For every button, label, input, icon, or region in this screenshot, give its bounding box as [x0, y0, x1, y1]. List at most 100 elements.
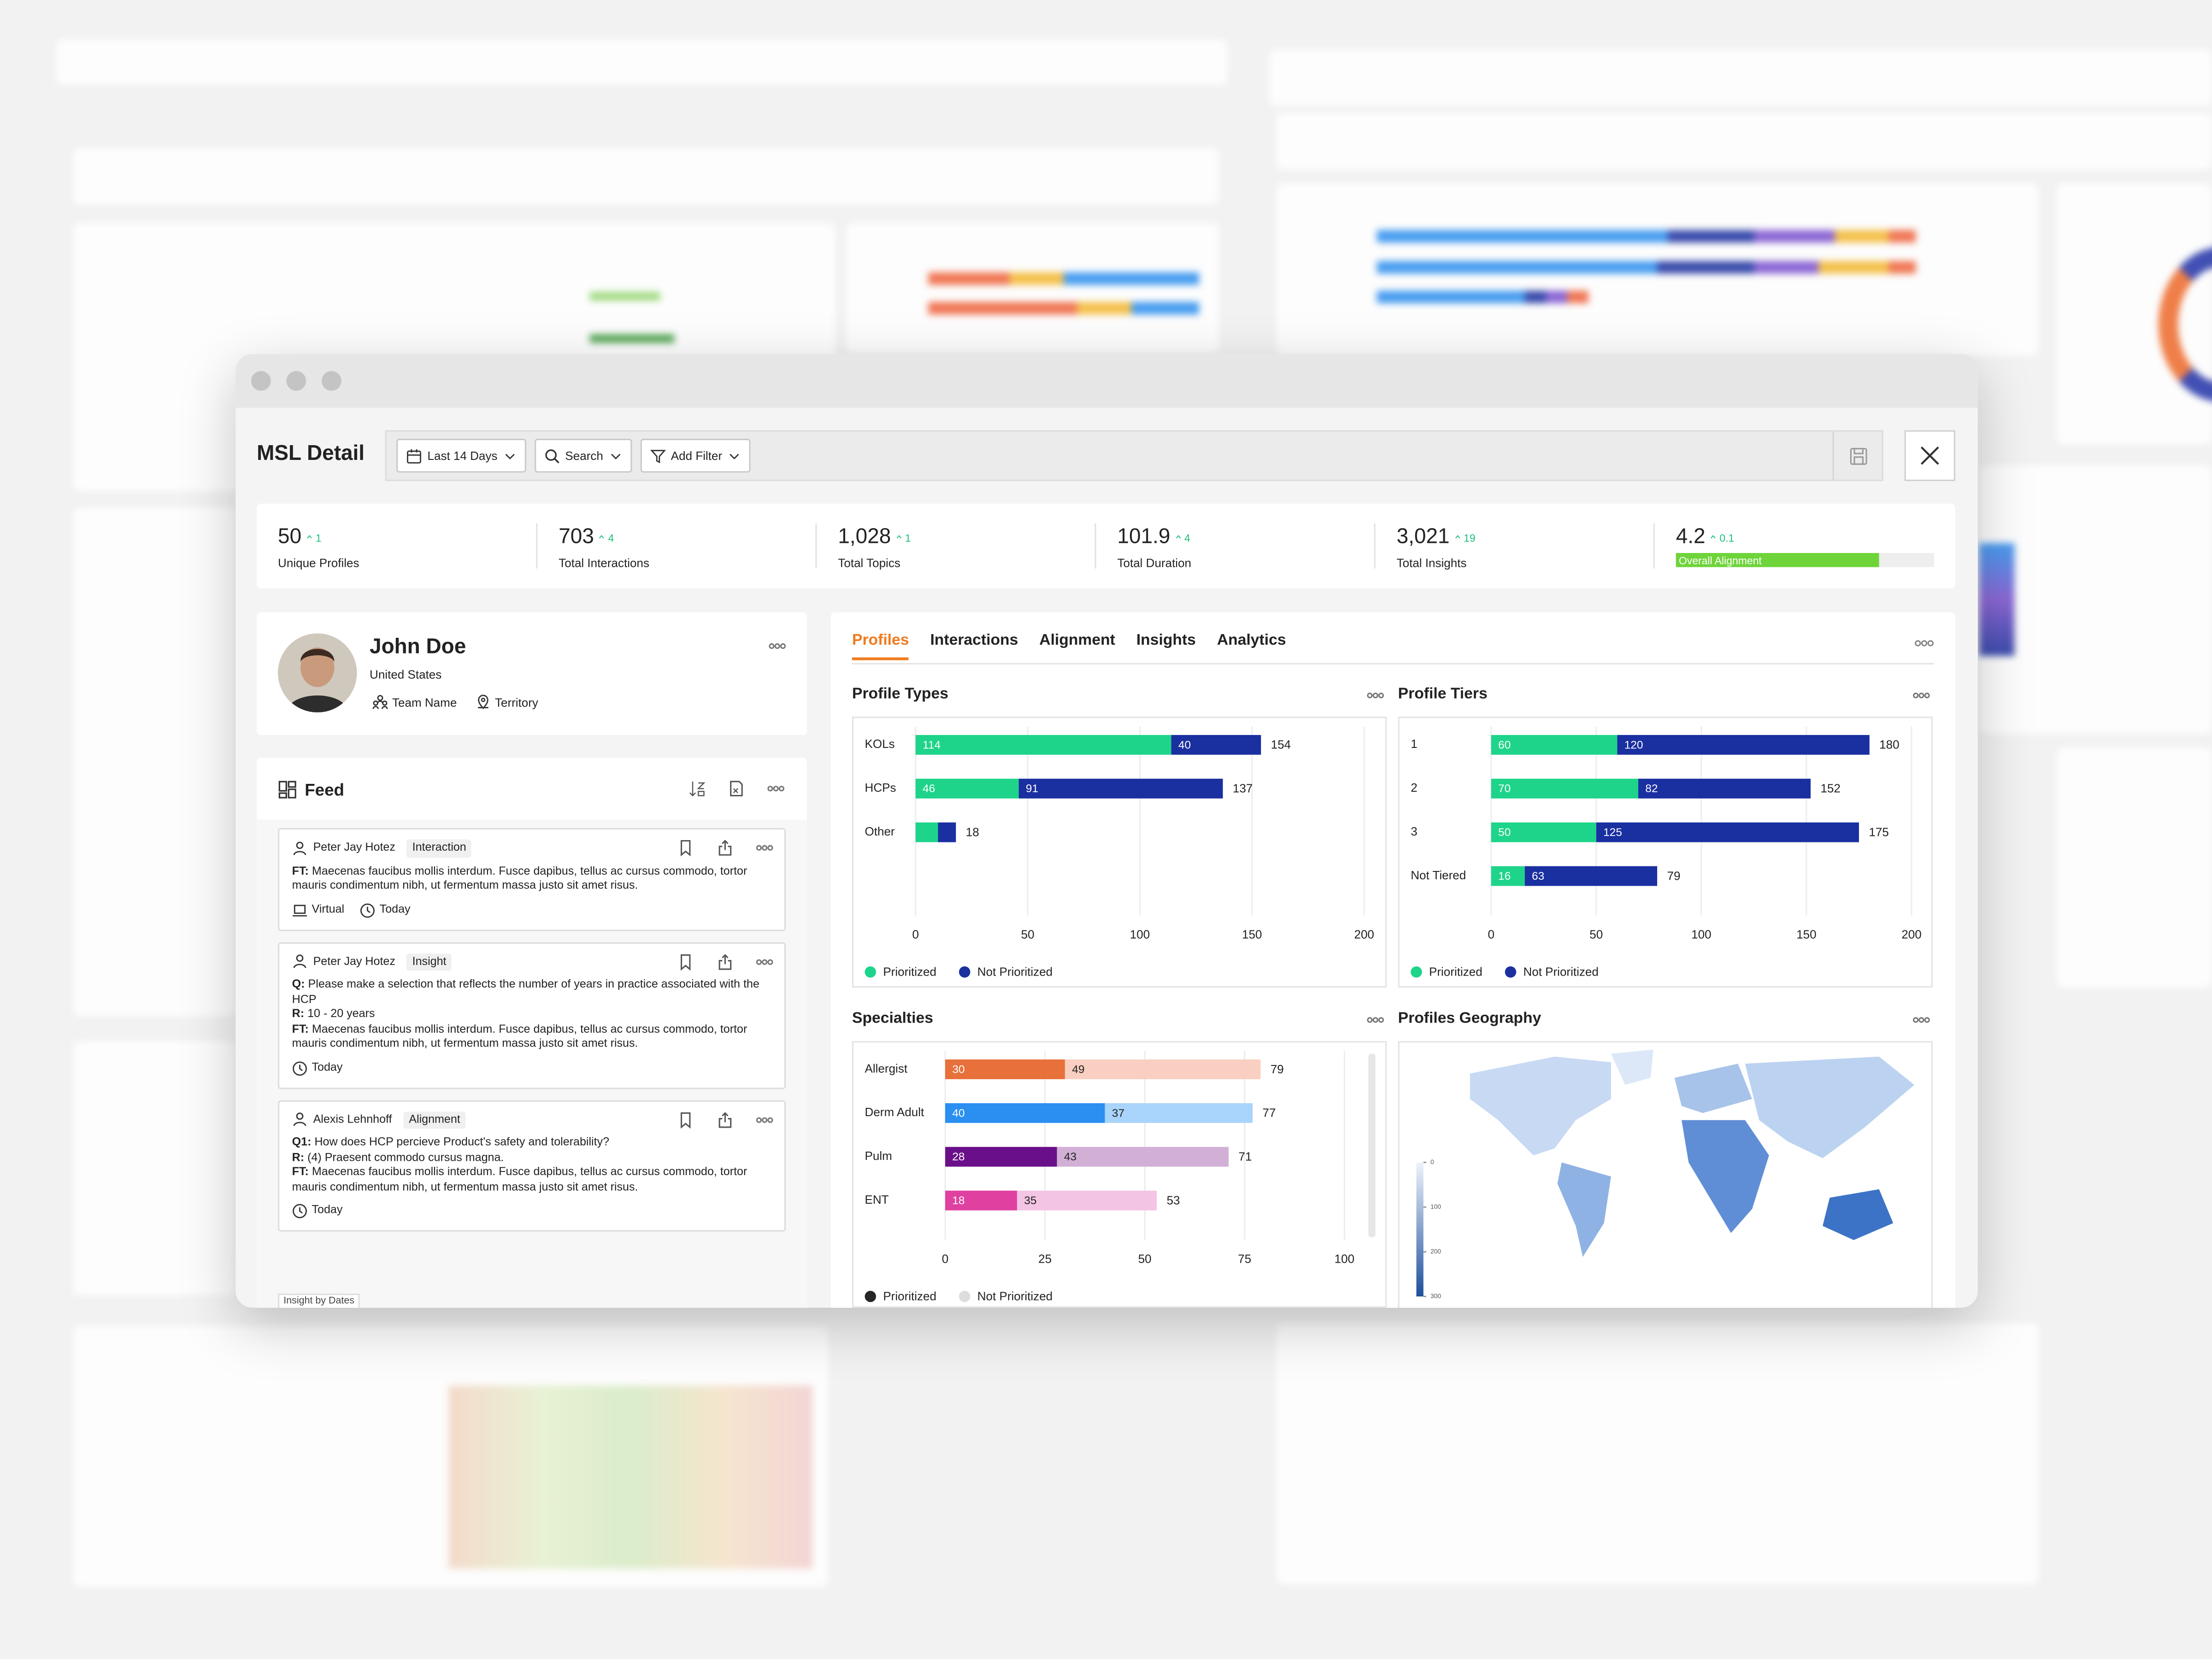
window-dot[interactable]	[251, 371, 271, 391]
bar-label: 63	[1532, 870, 1544, 882]
window-dot[interactable]	[286, 371, 306, 391]
icon-graphic	[689, 781, 706, 797]
share-icon[interactable]	[717, 953, 734, 971]
share-icon[interactable]	[717, 840, 734, 857]
kpi-value-row: 4.2 0.1	[1676, 525, 1734, 549]
filter-icon	[649, 448, 665, 464]
chart-box: 0 25 50 75 100 Allergist 30 49 79 Derm Adult 40 37 7…	[852, 1041, 1387, 1308]
save-button[interactable]	[1832, 431, 1883, 480]
icon-graphic	[718, 840, 732, 856]
delta-icon	[598, 533, 608, 543]
region	[1823, 1189, 1894, 1240]
bar-label: 60	[1498, 739, 1511, 751]
icon-graphic	[681, 954, 691, 971]
more-icon[interactable]	[756, 840, 773, 857]
kpi-label: Overall Alignment	[1678, 554, 1762, 567]
team-icon	[372, 694, 388, 710]
delta-icon	[306, 533, 315, 543]
kpi: 4.2 0.1 Overall Alignment	[1653, 523, 1934, 569]
bar-segment	[945, 1103, 1105, 1123]
feed-line: FT: Maecenas faucibus mollis interdum. F…	[292, 1165, 773, 1195]
kpi-delta: 1	[306, 532, 322, 545]
more-icon[interactable]	[1367, 687, 1384, 704]
share-icon[interactable]	[717, 1111, 734, 1128]
feed-author: Alexis Lehnhoff	[313, 1112, 392, 1125]
kpi: 703 4 Total Interactions	[536, 523, 815, 570]
feed-line-text: Maecenas faucibus mollis interdum. Fusce…	[292, 864, 747, 892]
bookmark-icon[interactable]	[677, 840, 694, 857]
x-tick-label: 200	[1354, 927, 1374, 941]
filter-label: Add Filter	[671, 448, 723, 463]
colorbar-label: 0	[1430, 1159, 1434, 1165]
legend-marker	[865, 1291, 877, 1302]
x-tick-label: 50	[1021, 927, 1035, 941]
tab[interactable]: Insights	[1136, 632, 1196, 649]
kpi-label: Total Topics	[838, 556, 900, 570]
bar-chart: 0 50 100 150 200 KOLs 114 40 154 HCPs 46 91 137 Other…	[865, 726, 1374, 979]
author-icon	[292, 841, 308, 856]
x-tick-label: 200	[1901, 927, 1921, 941]
export-icon[interactable]	[728, 780, 745, 797]
more-icon[interactable]	[756, 1111, 773, 1128]
bar-label: 50	[1498, 826, 1511, 839]
x-tick-label: 150	[1242, 927, 1262, 941]
bar-chart: 0 25 50 75 100 Allergist 30 49 79 Derm Adult 40 37 7…	[865, 1051, 1376, 1303]
more-icon[interactable]	[1367, 1012, 1384, 1029]
more-icon[interactable]	[756, 953, 773, 971]
kpi-value: 1,028	[838, 524, 891, 549]
more-icon[interactable]	[1913, 687, 1930, 704]
bar-segment	[1057, 1147, 1229, 1167]
page-title: MSL Detail	[257, 441, 365, 466]
more-icon[interactable]	[1913, 1012, 1930, 1029]
feed-line: FT: Maecenas faucibus mollis interdum. F…	[292, 1022, 773, 1052]
feed-footer: Insight by Dates	[278, 1294, 360, 1308]
more-icon[interactable]	[767, 780, 785, 797]
background-heat	[448, 1385, 813, 1569]
tab[interactable]: Alignment	[1039, 632, 1115, 649]
bookmark-icon[interactable]	[677, 953, 694, 971]
window-dot[interactable]	[321, 371, 341, 391]
scrollbar	[1368, 1053, 1376, 1237]
icon-graphic	[756, 1117, 773, 1123]
region	[1611, 1049, 1653, 1085]
feed-line-prefix: FT:	[292, 1165, 309, 1178]
filter-button[interactable]: Add Filter	[640, 439, 751, 473]
bar-segment	[1491, 735, 1618, 755]
color-scale	[1416, 1162, 1424, 1297]
icon-graphic	[599, 535, 604, 539]
filter-button[interactable]: Search	[534, 439, 632, 473]
tab[interactable]: Analytics	[1217, 632, 1286, 649]
feed-author: Peter Jay Hotez	[313, 954, 395, 967]
feed-meta-text: Today	[379, 902, 411, 915]
chevron-icon	[609, 449, 622, 462]
tab[interactable]: Profiles	[852, 632, 909, 660]
x-tick-label: 100	[1130, 927, 1150, 941]
bookmark-icon[interactable]	[677, 1111, 694, 1129]
feed-line: Q: Please make a selection that reflects…	[292, 977, 773, 1007]
bar-segment	[915, 778, 1019, 799]
filter-button[interactable]: Last 14 Days	[396, 439, 526, 473]
bar-segment	[1596, 822, 1859, 842]
kpi: 3,021 19 Total Insights	[1374, 523, 1653, 570]
legend-label: Prioritized	[883, 1289, 936, 1303]
title-bar	[235, 354, 1978, 408]
icon-graphic	[278, 781, 296, 799]
bar-label: 91	[1026, 782, 1038, 795]
bar-segment	[938, 822, 956, 842]
more-icon[interactable]	[769, 638, 786, 655]
region	[1745, 1056, 1915, 1159]
background-bar	[1377, 261, 1916, 274]
close-icon	[1920, 446, 1939, 465]
feed-item-header: Alexis Lehnhoff Alignment	[292, 1111, 773, 1129]
feed-line: R: (4) Praesent commodo cursus magna.	[292, 1150, 773, 1165]
icon-graphic	[360, 903, 375, 917]
tab[interactable]: Interactions	[930, 632, 1018, 649]
window: MSL Detail Last 14 Days Search Add Filter …	[235, 354, 1978, 1308]
close-button[interactable]	[1904, 430, 1955, 481]
more-icon[interactable]	[1914, 639, 1934, 647]
total-label: 154	[1271, 738, 1291, 752]
sort-icon[interactable]	[688, 780, 706, 797]
colorbar-label: 300	[1430, 1293, 1441, 1300]
author-icon	[292, 954, 308, 970]
icon-graphic	[505, 453, 514, 459]
